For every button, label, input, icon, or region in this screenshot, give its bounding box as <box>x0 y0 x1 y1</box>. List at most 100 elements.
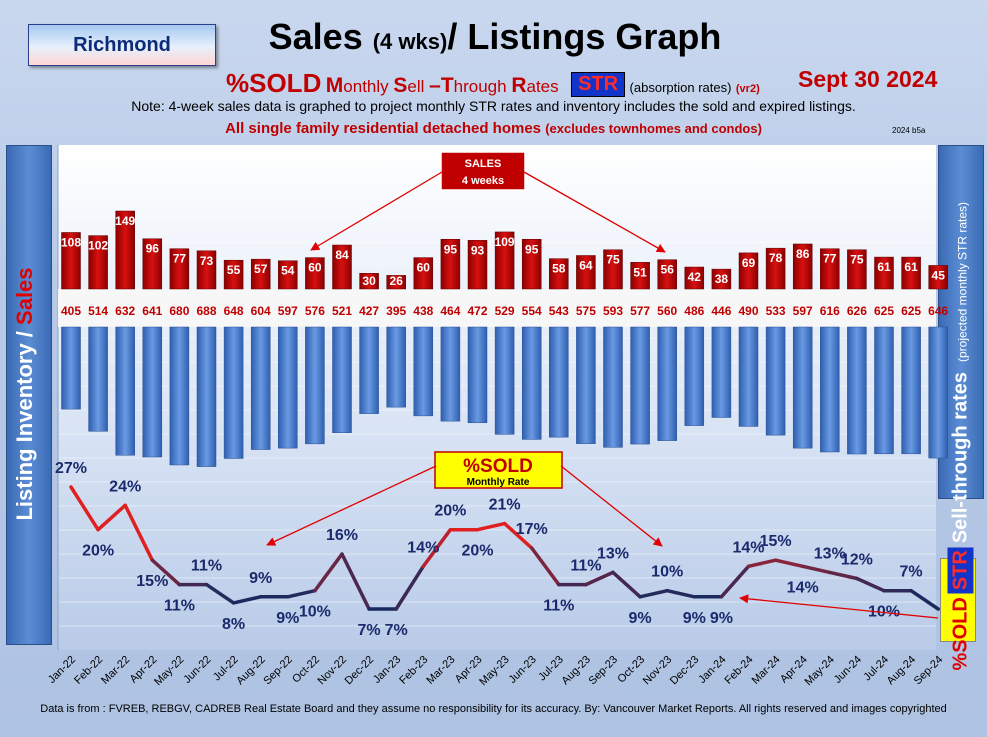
sold-line-segment <box>204 582 236 605</box>
sold-label: 14% <box>787 579 819 596</box>
sales-bar <box>820 248 840 290</box>
sold-label: 11% <box>191 558 222 575</box>
sold-label: 11% <box>570 558 601 575</box>
inventory-bar <box>440 326 461 422</box>
inventory-bar <box>874 326 894 455</box>
sales-bar <box>359 273 379 290</box>
sold-line-segment <box>475 521 507 532</box>
sales-bar <box>61 232 81 290</box>
sales-label: 75 <box>850 253 864 267</box>
sold-line-segment <box>855 576 886 593</box>
sold-label: 11% <box>164 598 195 615</box>
version-tag: (vr2) <box>735 83 760 95</box>
sales-label: 75 <box>606 253 620 267</box>
sold-line-segment <box>313 552 344 593</box>
inventory-bar <box>494 326 515 435</box>
sales-bar <box>928 265 948 290</box>
inventory-bar <box>386 326 406 408</box>
sold-line-segment <box>828 570 859 581</box>
str-badge: STR <box>571 72 626 97</box>
sales-bar <box>440 239 461 290</box>
sold-label: 7% <box>358 622 381 639</box>
inventory-label: 554 <box>522 304 542 318</box>
sold-line-segment <box>231 595 263 605</box>
inventory-label: 625 <box>901 304 921 318</box>
x-tick-label: Jan-24 <box>696 654 728 686</box>
x-tick-label: May-24 <box>802 654 836 688</box>
x-tick-label: Feb-22 <box>72 654 105 687</box>
sold-line-segment <box>286 588 317 599</box>
inventory-label: 464 <box>440 304 460 318</box>
sales-bar <box>657 259 677 290</box>
inventory-label: 632 <box>115 304 135 318</box>
sales-label: 78 <box>769 251 783 265</box>
page-title: Sales (4 wks)/ Listings Graph <box>210 16 780 58</box>
sales-label: 64 <box>579 258 593 272</box>
sales-label: 55 <box>227 263 241 277</box>
sales-label: 26 <box>390 274 404 288</box>
sales-label: 77 <box>173 252 187 266</box>
sales-label: 51 <box>633 265 647 279</box>
inventory-bar <box>738 326 759 427</box>
sales-bar <box>467 240 488 290</box>
sold-label: 9% <box>710 610 733 627</box>
sales-label: 149 <box>115 214 135 228</box>
inventory-label: 616 <box>820 304 840 318</box>
sales-bar <box>521 239 542 290</box>
inventory-bar <box>521 326 542 440</box>
sales-bar <box>576 255 596 290</box>
sales-label: 102 <box>88 239 108 253</box>
sales-bar <box>223 259 244 290</box>
sold-label: 16% <box>326 527 358 544</box>
inventory-label-band <box>58 289 936 327</box>
inventory-label: 577 <box>630 304 650 318</box>
sales-bar <box>196 250 217 290</box>
sold-line-segment <box>638 588 669 599</box>
sales-label: 60 <box>417 261 431 275</box>
inventory-bar <box>278 326 298 449</box>
sales-label: 42 <box>688 270 702 284</box>
sold-label: 15% <box>760 533 792 550</box>
doc-version: 2024 b5a <box>892 126 926 135</box>
sold-label: 9% <box>249 570 272 587</box>
sold-callout-line1: %SOLD <box>463 456 533 477</box>
inventory-label: 625 <box>874 304 894 318</box>
inventory-label: 438 <box>413 304 433 318</box>
sales-bar <box>630 262 650 290</box>
x-tick-label: Jun-22 <box>181 654 213 686</box>
inventory-bar <box>142 326 163 458</box>
subtitle: %SOLD Monthly Sell –Through Rates STR (a… <box>226 68 760 99</box>
inventory-bar <box>115 326 135 456</box>
inventory-label: 597 <box>278 304 298 318</box>
x-tick-label: Jan-23 <box>371 654 403 686</box>
inventory-bar <box>332 326 352 433</box>
sold-label: 7% <box>900 564 923 581</box>
inventory-label: 604 <box>251 304 271 318</box>
sold-label: 11% <box>543 598 574 615</box>
inventory-label: 529 <box>495 304 515 318</box>
x-tick-label: Mar-23 <box>424 654 457 687</box>
inventory-label: 514 <box>88 304 108 318</box>
x-tick-label: Sep-24 <box>912 654 946 688</box>
inventory-bar <box>847 326 867 455</box>
sold-line-segment <box>909 588 940 611</box>
source-note: Data is from : FVREB, REBGV, CADREB Real… <box>40 703 947 715</box>
sold-line-segment <box>800 564 832 575</box>
x-tick-label: Feb-24 <box>722 654 755 687</box>
x-tick-label: Sep-23 <box>587 654 621 688</box>
sales-label: 30 <box>362 274 376 288</box>
inventory-bar <box>630 326 650 445</box>
sold-line-segment <box>96 503 127 532</box>
sales-label: 95 <box>525 242 539 256</box>
sales-label: 58 <box>552 262 566 276</box>
inventory-label: 543 <box>549 304 569 318</box>
sales-callout: SALES 4 weeks <box>310 151 666 253</box>
inventory-label: 533 <box>766 304 786 318</box>
x-tick-label: Jun-24 <box>832 654 864 686</box>
x-tick-label: Mar-22 <box>99 654 132 687</box>
sales-label: 93 <box>471 243 485 257</box>
x-tick-label: Nov-22 <box>316 654 350 688</box>
sales-label: 73 <box>200 254 214 268</box>
sold-line-segment <box>529 546 561 587</box>
